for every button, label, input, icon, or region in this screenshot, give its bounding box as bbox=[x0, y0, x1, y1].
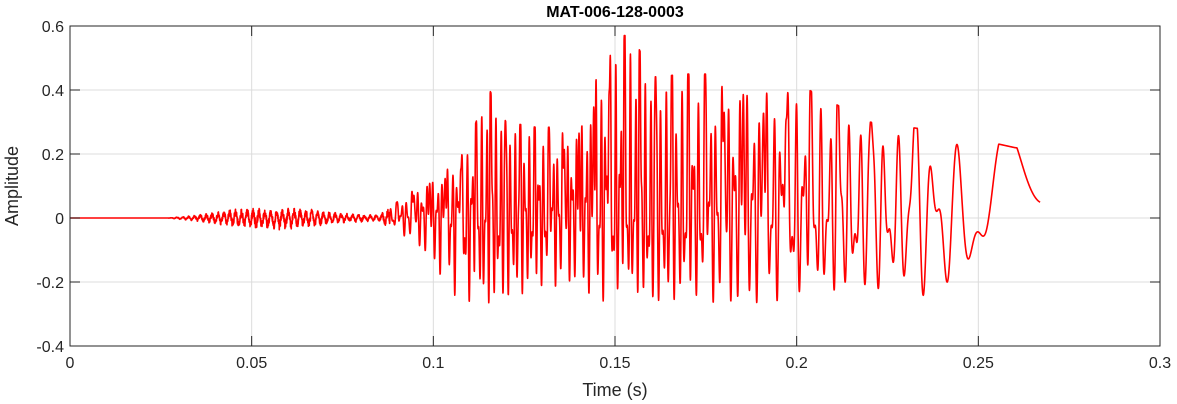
x-tick-label: 0.3 bbox=[1149, 355, 1171, 372]
signal-series bbox=[69, 34, 1041, 304]
chart-title: MAT-006-128-0003 bbox=[546, 4, 684, 21]
ticks: 0 0.05 0.1 0.15 0.2 0.25 0.3 -0.4 -0.2 0 0.2 0.4 0.6 bbox=[36, 19, 1171, 372]
y-axis-label: Amplitude bbox=[2, 146, 22, 226]
x-tick-label: 0 bbox=[66, 355, 75, 372]
x-tick-label: 0.1 bbox=[422, 355, 444, 372]
y-tick-label: 0.2 bbox=[42, 147, 64, 164]
x-tick-label: 0.15 bbox=[599, 355, 630, 372]
x-axis-label: Time (s) bbox=[582, 380, 647, 400]
x-tick-label: 0.2 bbox=[786, 355, 808, 372]
y-tick-label: 0 bbox=[55, 211, 64, 228]
y-tick-label: -0.4 bbox=[36, 339, 64, 356]
y-tick-label: 0.6 bbox=[42, 19, 64, 36]
x-tick-label: 0.05 bbox=[236, 355, 267, 372]
y-tick-label: 0.4 bbox=[42, 83, 64, 100]
y-tick-label: -0.2 bbox=[36, 275, 64, 292]
signal-line bbox=[69, 34, 1041, 304]
x-tick-label: 0.25 bbox=[963, 355, 994, 372]
